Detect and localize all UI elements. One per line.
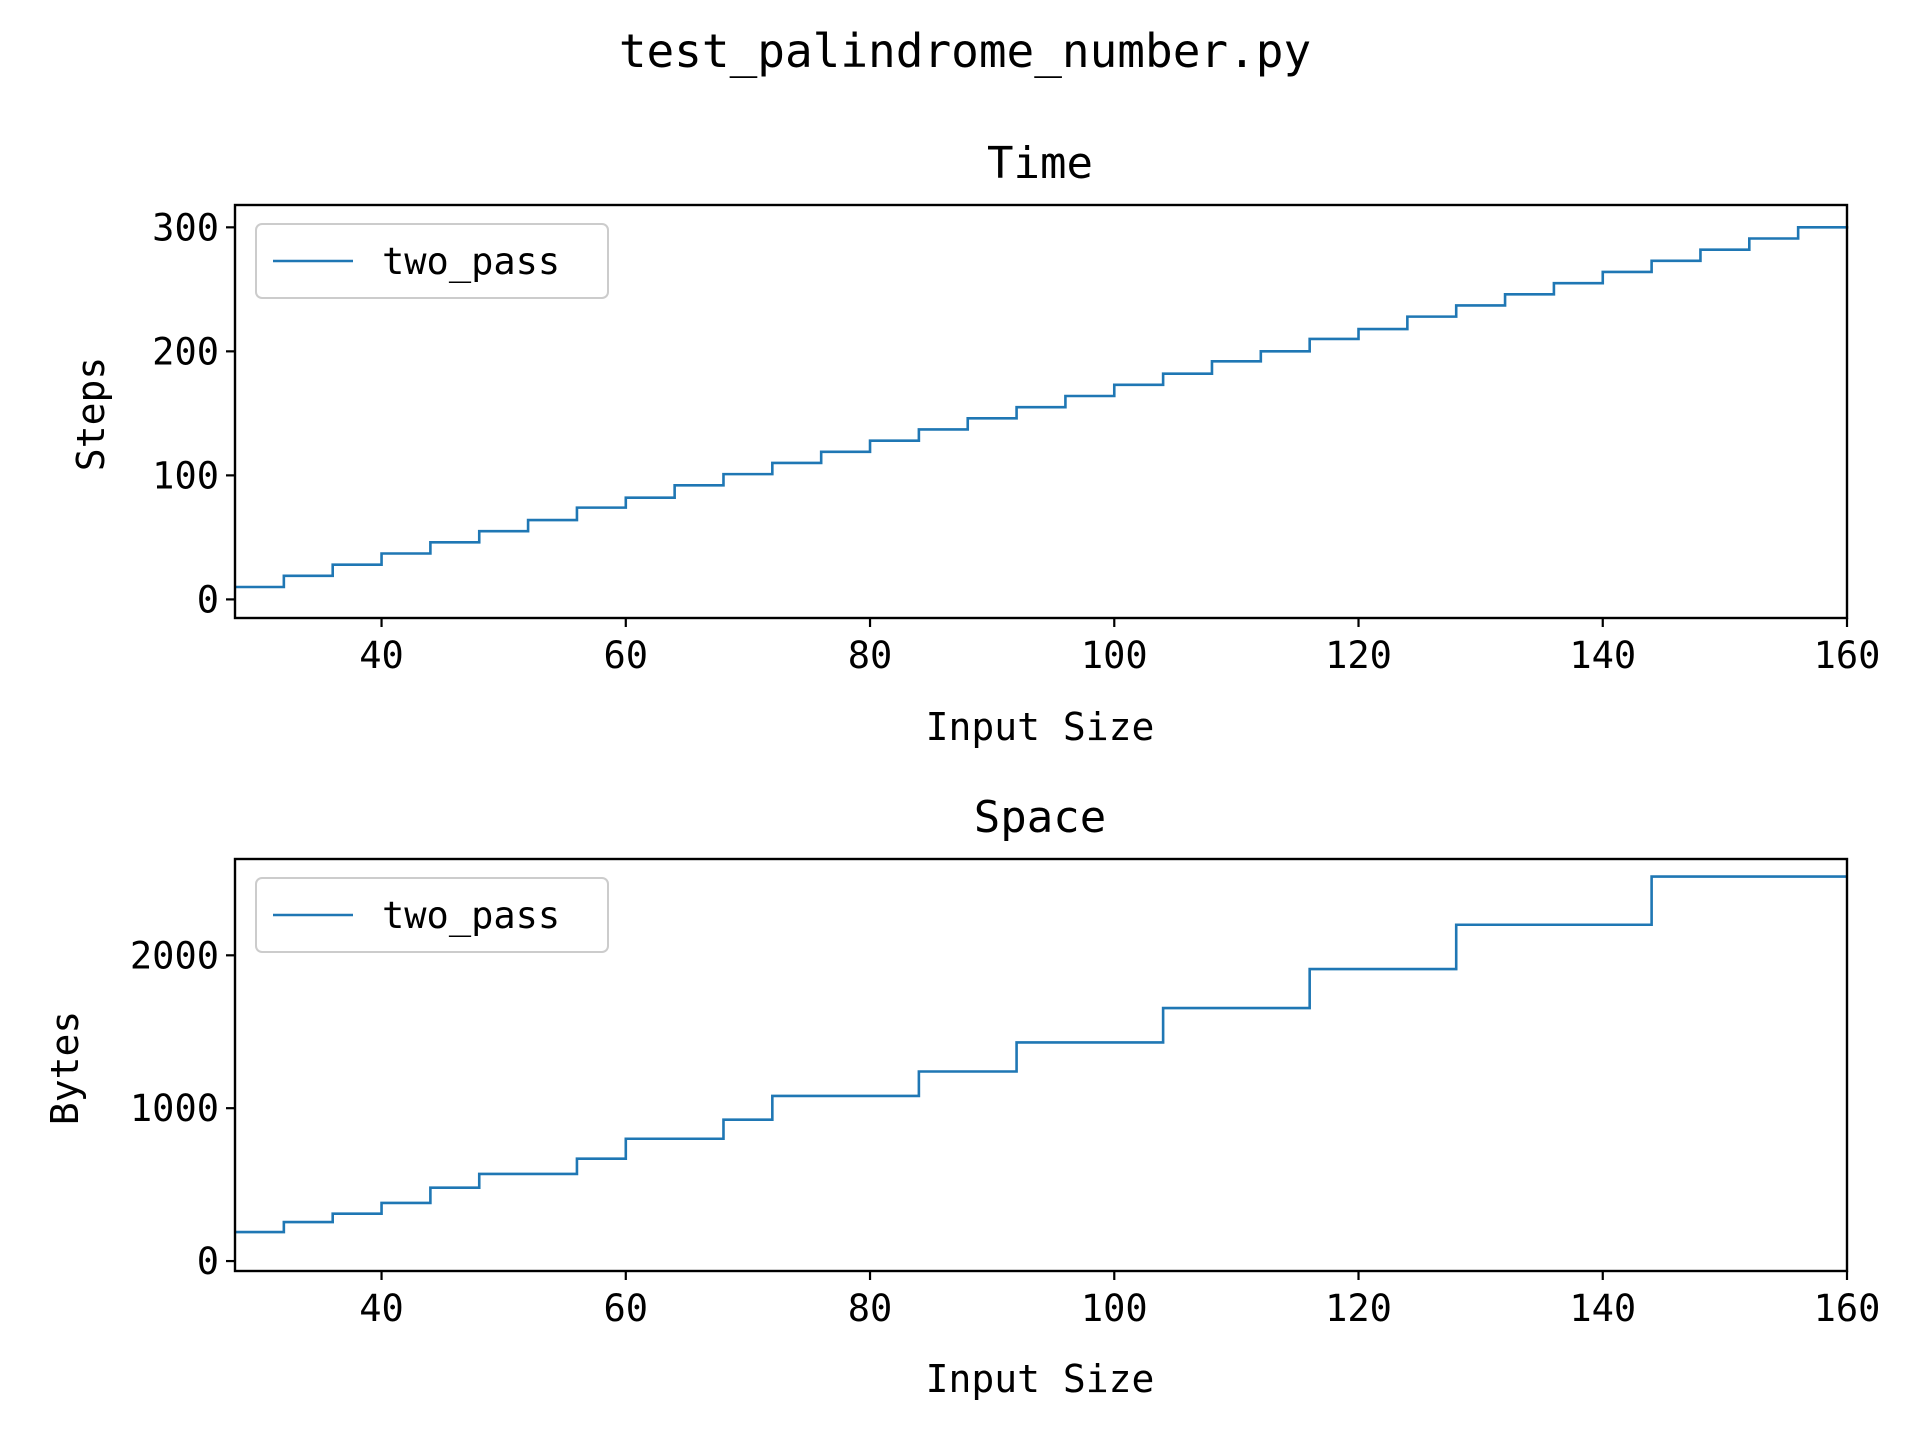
space-chart-title: Space	[974, 792, 1106, 843]
space-chart: Space Input Size Bytes 40 60 80 100 120 140 16…	[43, 792, 1880, 1401]
space-chart-xlabel: Input Size	[926, 1357, 1155, 1401]
time-series-line-0	[235, 226, 1849, 589]
time-chart-xlabel: Input Size	[926, 705, 1155, 749]
space-ytick-label: 1000	[130, 1087, 219, 1130]
space-xtick-label: 120	[1325, 1287, 1392, 1330]
time-xtick-label: 100	[1081, 634, 1148, 677]
space-xtick-label: 140	[1569, 1287, 1636, 1330]
time-xtick-label: 160	[1814, 634, 1881, 677]
time-legend-box	[255, 223, 609, 299]
time-chart-ylabel: Steps	[69, 357, 113, 471]
figure-title: test_palindrome_number.py	[619, 24, 1311, 78]
time-xtick-label: 80	[848, 634, 893, 677]
space-xtick-label: 40	[359, 1287, 404, 1330]
space-xtick-label: 60	[604, 1287, 649, 1330]
space-chart-ylabel: Bytes	[43, 1011, 87, 1125]
space-series-line-0	[235, 875, 1847, 1234]
time-xtick-label: 140	[1569, 634, 1636, 677]
space-legend-label: two_pass	[382, 894, 560, 938]
time-chart-title: Time	[987, 138, 1093, 189]
space-ytick-label: 0	[197, 1240, 219, 1283]
time-legend-label: two_pass	[382, 240, 560, 284]
time-chart: Time Input Size Steps 40 60 80 100 120 140 160…	[69, 138, 1880, 749]
space-ytick-label: 2000	[130, 934, 219, 977]
time-ytick-label: 300	[152, 206, 219, 249]
time-ytick-label: 0	[197, 578, 219, 621]
time-axes-frame	[233, 203, 1849, 620]
time-ytick-label: 100	[152, 454, 219, 497]
space-xtick-label: 160	[1814, 1287, 1881, 1330]
time-xtick-label: 60	[604, 634, 649, 677]
space-xtick-label: 100	[1081, 1287, 1148, 1330]
space-xtick-label: 80	[848, 1287, 893, 1330]
space-legend-box	[255, 877, 609, 953]
time-xtick-label: 40	[359, 634, 404, 677]
time-xtick-label: 120	[1325, 634, 1392, 677]
space-axes-frame	[233, 857, 1849, 1273]
time-ytick-label: 200	[152, 330, 219, 373]
